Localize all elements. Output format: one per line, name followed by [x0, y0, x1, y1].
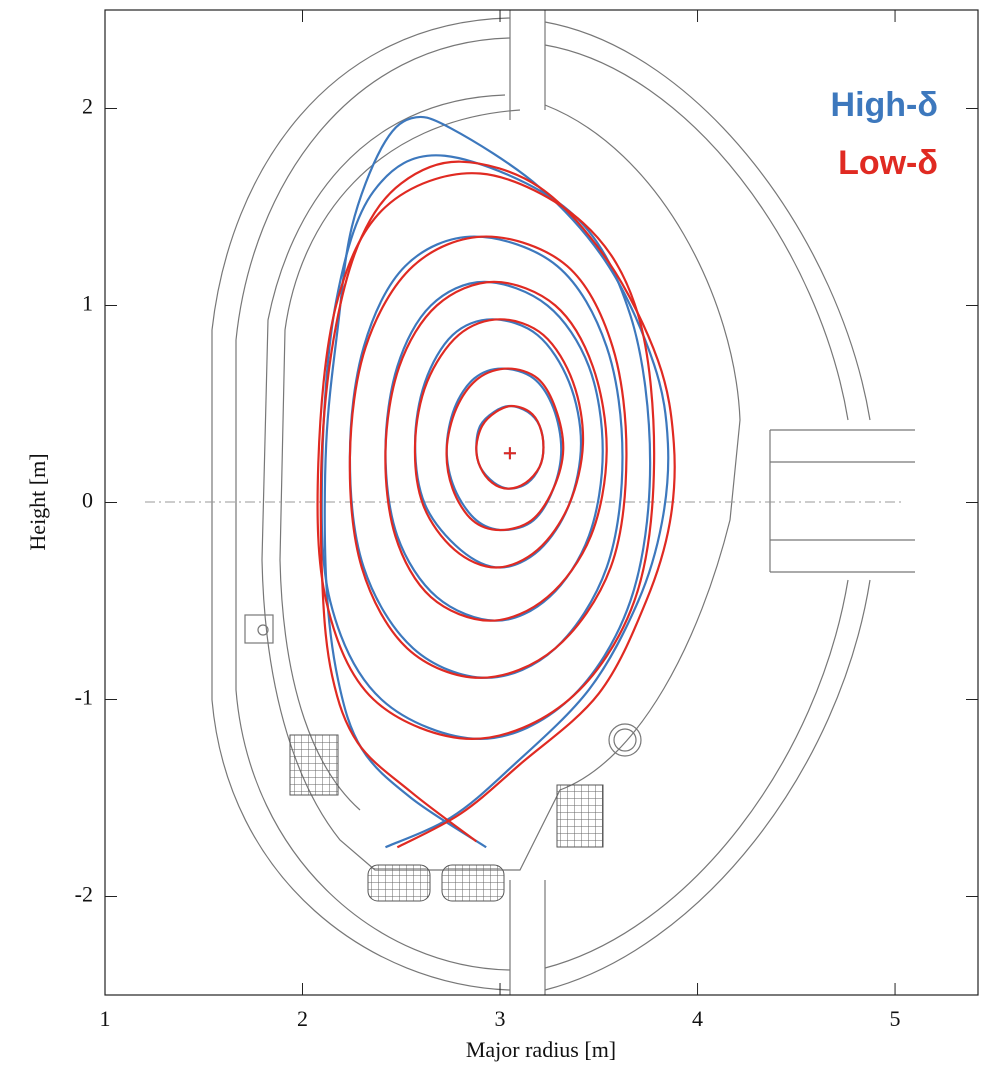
y-tick-label: -2: [75, 882, 93, 907]
flux-surface: [321, 162, 675, 848]
x-tick-label: 2: [297, 1006, 308, 1031]
x-axis-title: Major radius [m]: [466, 1037, 616, 1062]
x-tick-label: 1: [100, 1006, 111, 1031]
flux-surface: [385, 282, 602, 621]
chart: Major radius [m] Height [m] 1 2 3 4 5 -2 -1 0 1 2…: [0, 0, 1005, 1065]
y-tick-label: 0: [82, 488, 93, 513]
x-tick-label: 4: [692, 1006, 703, 1031]
flux-surface: [385, 282, 606, 621]
x-tick-label: 5: [890, 1006, 901, 1031]
x-tick-label: 3: [495, 1006, 506, 1031]
magnetic-axis: [504, 447, 516, 459]
y-axis-title: Height [m]: [25, 453, 50, 550]
vessel-structure: [145, 10, 915, 995]
y-tick-label: -1: [75, 685, 93, 710]
legend-entry: High-δ: [831, 86, 938, 124]
legend-entry: Low-δ: [838, 144, 938, 182]
y-tick-label: 2: [82, 94, 93, 119]
y-tick-label: 1: [82, 291, 93, 316]
